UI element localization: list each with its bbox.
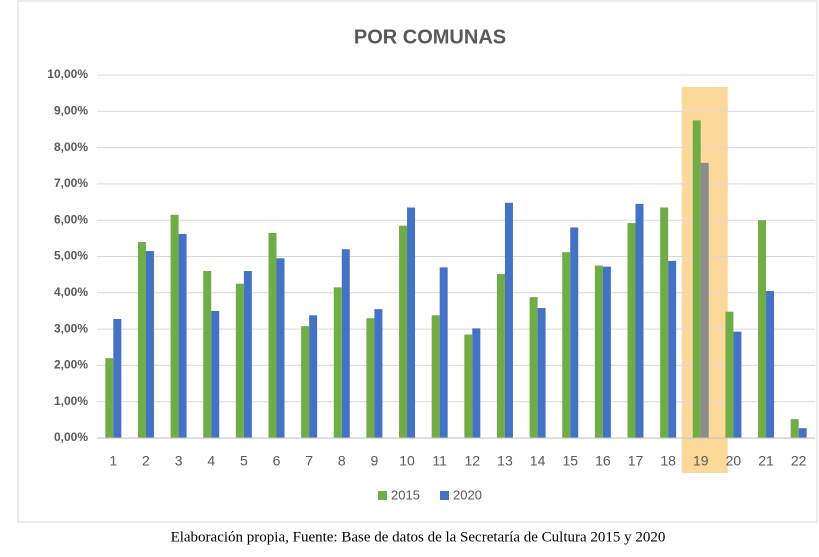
bar (268, 232, 277, 438)
x-tick-label: 11 (432, 453, 447, 469)
bar (562, 252, 571, 438)
x-tick-label: 7 (305, 453, 313, 469)
bar (137, 241, 146, 438)
caption: Elaboración propia, Fuente: Base de dato… (171, 529, 666, 545)
x-tick-label: 10 (399, 453, 415, 469)
bar (692, 120, 701, 438)
x-tick-label: 16 (595, 453, 611, 469)
x-tick-label: 17 (628, 453, 644, 469)
bar (733, 331, 742, 438)
bar (668, 260, 677, 438)
x-tick-label: 13 (497, 453, 513, 469)
bar (211, 310, 220, 438)
x-tick-label: 9 (371, 453, 379, 469)
x-tick-label: 14 (530, 453, 546, 469)
y-tick-label: 3,00% (54, 321, 88, 335)
y-tick-label: 7,00% (54, 176, 88, 190)
bar (170, 214, 179, 438)
bar (407, 207, 416, 438)
bar (758, 220, 767, 438)
bar (700, 162, 709, 438)
y-tick-label: 6,00% (54, 212, 88, 226)
bar (399, 225, 408, 438)
x-tick-label: 19 (693, 453, 709, 469)
bar (243, 271, 252, 438)
chart-title: POR COMUNAS (354, 26, 506, 48)
bar (113, 318, 122, 438)
bar (464, 334, 473, 438)
bar (439, 267, 448, 438)
bar (341, 249, 350, 438)
legend-swatch (440, 491, 449, 500)
bar (366, 318, 375, 438)
bar (203, 271, 212, 438)
y-tick-label: 2,00% (54, 358, 88, 372)
bar (472, 328, 481, 438)
x-tick-label: 15 (562, 453, 578, 469)
y-tick-label: 9,00% (54, 103, 88, 117)
bar (602, 266, 611, 438)
bar (537, 308, 546, 438)
x-tick-label: 22 (791, 453, 807, 469)
x-tick-label: 12 (465, 453, 481, 469)
x-tick-label: 6 (273, 453, 281, 469)
bar (105, 358, 114, 438)
bar (178, 233, 187, 438)
bar (145, 251, 154, 438)
bar (309, 315, 318, 438)
x-tick-label: 5 (240, 453, 248, 469)
bar (301, 326, 310, 438)
legend-label: 2020 (453, 487, 482, 502)
x-tick-label: 4 (207, 453, 215, 469)
bar (660, 207, 669, 438)
bar (790, 419, 799, 438)
x-tick-label: 20 (726, 453, 742, 469)
x-tick-label: 1 (109, 453, 117, 469)
y-tick-label: 10,00% (47, 67, 88, 81)
y-tick-label: 0,00% (54, 430, 88, 444)
bar (374, 309, 383, 438)
bar (570, 227, 579, 438)
x-tick-label: 8 (338, 453, 346, 469)
bar (235, 283, 244, 438)
x-tick-label: 21 (758, 453, 774, 469)
y-tick-label: 4,00% (54, 285, 88, 299)
legend-label: 2015 (391, 487, 420, 502)
bar (276, 258, 285, 438)
x-tick-label: 2 (142, 453, 150, 469)
legend-swatch (378, 491, 387, 500)
bar (496, 273, 505, 438)
y-tick-label: 5,00% (54, 249, 88, 263)
bar (627, 223, 636, 438)
bar (594, 265, 603, 438)
bar (333, 287, 342, 438)
bar (529, 297, 538, 438)
y-tick-label: 8,00% (54, 140, 88, 154)
bar (798, 428, 807, 438)
bar (766, 290, 775, 438)
x-tick-label: 18 (660, 453, 676, 469)
x-tick-label: 3 (175, 453, 183, 469)
bar (725, 311, 734, 438)
bar (504, 202, 513, 438)
bar (431, 315, 440, 438)
y-tick-label: 1,00% (54, 394, 88, 408)
bar (635, 203, 644, 438)
